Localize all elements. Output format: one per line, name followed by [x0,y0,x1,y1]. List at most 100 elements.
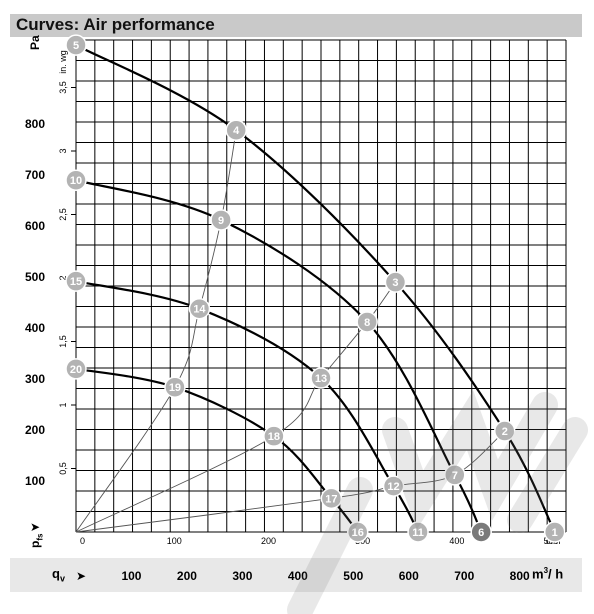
operating-point-marker [407,521,429,543]
operating-point-label: 19 [169,382,181,394]
operating-point-label: 16 [352,527,364,539]
operating-point-marker [65,34,87,56]
inwg-tick-label: 3,5 [58,81,68,94]
operating-point-20: 20 [65,358,87,380]
pa-tick-label: 400 [24,321,45,336]
operating-point-4: 4 [225,119,247,141]
m3h-axis-bar [10,558,582,592]
pfs-arrow-icon: ➤ [30,520,41,534]
operating-point-label: 15 [70,276,82,288]
inwg-unit-label: in. wg [58,50,68,74]
operating-point-label: 7 [452,470,458,482]
m3h-tick-label: 200 [176,569,197,583]
inwg-tick-label: 1 [58,402,68,407]
operating-point-1: 1 [543,521,566,543]
fan-curve [75,44,556,533]
operating-point-marker [310,367,332,389]
operating-point-label: 2 [502,426,508,438]
operating-point-17: 17 [320,487,343,510]
operating-point-label: 14 [193,304,206,316]
cfm-tick-label: 0 [80,536,85,546]
operating-point-12: 12 [382,475,405,497]
title-bar: Curves: Air performance [10,14,582,37]
operating-point-label: 13 [315,373,327,385]
operating-point-15: 15 [65,270,87,292]
operating-point-label: 20 [70,364,82,376]
pa-tick-label: 100 [24,474,45,488]
cfm-tick-label: 400 [449,536,464,546]
operating-point-11: 11 [407,521,429,543]
operating-point-label: 12 [387,481,399,493]
operating-point-label: 3 [392,277,398,289]
operating-point-3: 3 [384,271,407,293]
operating-point-label: 5 [73,40,79,52]
operating-point-14: 14 [188,297,211,320]
operating-point-7: 7 [444,464,466,486]
chart-title: Curves: Air performance [16,15,215,34]
operating-point-9: 9 [210,209,232,231]
operating-point-label: 9 [218,215,224,227]
operating-point-label: 4 [233,125,240,137]
operating-point-marker [263,425,285,447]
m3h-tick-label: 300 [232,569,253,583]
operating-point-marker [382,475,405,497]
operating-point-label: 17 [325,493,337,505]
inwg-tick-label: 3 [58,149,68,154]
pa-tick-label: 500 [24,270,45,285]
operating-point-marker [384,271,407,293]
operating-point-marker [543,521,566,543]
pa-tick-label: 800 [24,117,45,132]
operating-point-18: 18 [263,425,285,447]
qv-arrow-icon: ➤ [76,569,87,583]
operating-point-13: 13 [310,367,332,389]
operating-point-label: 10 [70,175,82,187]
operating-point-label: 11 [412,527,424,539]
m3h-tick-label: 700 [454,569,475,583]
operating-point-marker [356,311,378,333]
operating-point-16: 16 [347,521,369,543]
operating-point-marker [494,420,516,442]
operating-point-8: 8 [356,311,378,333]
system-curve [75,130,237,533]
inwg-tick-label: 2 [58,275,68,280]
inwg-tick-label: 2,5 [58,208,68,221]
operating-point-marker [65,270,87,292]
pa-tick-label: 600 [24,219,45,234]
operating-point-label: 6 [478,527,484,539]
m3h-tick-label: 400 [287,569,308,583]
pa-tick-label: 200 [24,423,45,438]
cfm-tick-label: 100 [167,536,182,546]
operating-point-marker [225,119,247,141]
system-curve [75,281,396,533]
operating-point-2: 2 [494,420,516,442]
m3h-unit-label: m3/ h [532,566,564,582]
m3h-tick-label: 800 [509,569,530,583]
operating-point-marker [444,464,466,486]
qv-axis-label: qv [52,566,65,584]
operating-point-marker [320,487,343,510]
inwg-tick-label: 0,5 [58,462,68,475]
operating-point-6: 6 [470,521,492,543]
m3h-tick-label: 600 [398,569,419,583]
fan-curve [75,179,483,533]
operating-point-5: 5 [65,34,87,56]
operating-point-marker [188,297,211,320]
operating-point-marker [65,358,87,380]
operating-point-marker [164,376,186,398]
operating-point-label: 1 [552,527,558,539]
pa-tick-label: 300 [24,372,45,387]
operating-point-19: 19 [164,376,186,398]
m3h-tick-label: 100 [121,569,142,583]
cfm-tick-label: 200 [261,536,276,546]
grid [75,39,567,533]
operating-point-label: 8 [364,317,370,329]
operating-point-marker [65,169,87,191]
operating-point-label: 18 [268,431,280,443]
pa-tick-label: 700 [24,168,45,183]
inwg-tick-label: 1,5 [58,335,68,348]
operating-point-marker [347,521,369,543]
operating-point-10: 10 [65,169,87,191]
operating-point-marker [470,521,492,543]
m3h-tick-label: 500 [343,569,364,583]
